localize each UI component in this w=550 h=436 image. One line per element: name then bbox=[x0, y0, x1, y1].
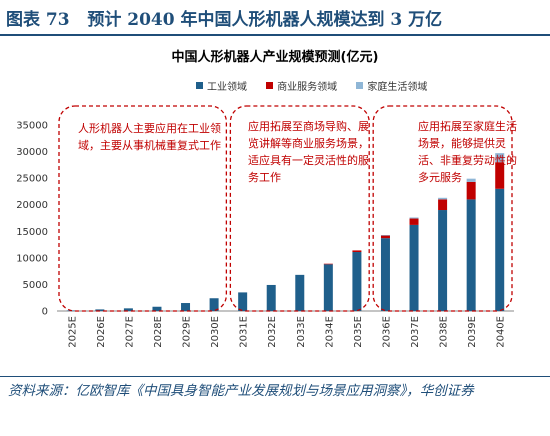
x-tick-label: 2028E bbox=[153, 316, 164, 348]
figure-title: 预计 2040 年中国人形机器人规模达到 3 万亿 bbox=[87, 10, 443, 30]
bar-segment bbox=[495, 153, 505, 163]
source-note: 资料来源：亿欧智库《中国具身智能产业发展规划与场景应用洞察》，华创证券 bbox=[8, 383, 474, 399]
y-tick-label: 20000 bbox=[16, 200, 48, 211]
bar-segment bbox=[409, 218, 419, 225]
bar-segment bbox=[495, 188, 505, 311]
x-tick-label: 2037E bbox=[410, 316, 421, 348]
bar-segment bbox=[238, 292, 248, 311]
x-tick-label: 2034E bbox=[324, 316, 335, 348]
x-tick-label: 2027E bbox=[124, 316, 135, 348]
x-tick-label: 2039E bbox=[467, 316, 478, 348]
bar-segment bbox=[323, 264, 333, 311]
x-tick-label: 2033E bbox=[296, 316, 307, 348]
legend-item-household: 家庭生活领域 bbox=[356, 78, 427, 93]
bar-segment bbox=[323, 263, 333, 265]
x-tick-label: 2025E bbox=[67, 316, 78, 348]
bar-segment bbox=[95, 309, 105, 311]
x-tick-label: 2029E bbox=[182, 316, 193, 348]
annotation-box bbox=[58, 105, 228, 312]
y-tick-label: 35000 bbox=[16, 121, 48, 132]
bar-segment bbox=[409, 224, 419, 311]
x-tick-label: 2032E bbox=[267, 316, 278, 348]
annotation-box bbox=[372, 105, 513, 312]
annotation-box bbox=[229, 105, 370, 312]
x-tick-label: 2040E bbox=[496, 316, 507, 348]
x-tick-label: 2038E bbox=[439, 316, 450, 348]
bar-segment bbox=[438, 210, 448, 311]
x-tick-label: 2026E bbox=[96, 316, 107, 348]
bar-segment bbox=[438, 197, 448, 200]
bar-segment bbox=[466, 181, 476, 200]
legend-swatch bbox=[356, 82, 364, 89]
y-tick-label: 0 bbox=[42, 307, 48, 318]
figure-number: 图表 73 bbox=[6, 10, 70, 30]
annotation-text: 人形机器人主要应用在工业领域，主要从事机械重复式工作 bbox=[78, 122, 221, 152]
legend-label: 家庭生活领域 bbox=[367, 82, 428, 93]
bar-segment bbox=[209, 298, 219, 311]
y-tick-label: 10000 bbox=[16, 253, 48, 264]
source-divider bbox=[0, 376, 550, 377]
bar-segment bbox=[352, 252, 362, 311]
bar-segment bbox=[380, 235, 390, 239]
bar-segment bbox=[466, 199, 476, 311]
bar-segment bbox=[181, 303, 191, 311]
bar-segment bbox=[409, 217, 419, 219]
y-tick-label: 25000 bbox=[16, 174, 48, 185]
figure-header: 图表 73 预计 2040 年中国人形机器人规模达到 3 万亿 bbox=[0, 0, 550, 36]
y-tick-label: 5000 bbox=[23, 280, 48, 291]
bar-segment bbox=[466, 178, 476, 182]
bar-segment bbox=[352, 250, 362, 253]
bar-segment bbox=[438, 199, 448, 211]
legend-label: 工业领域 bbox=[207, 82, 247, 93]
bar-segment bbox=[123, 308, 133, 311]
x-tick-label: 2031E bbox=[239, 316, 250, 348]
bar-chart: 0 5000 10000 15000 20000 25000 30000 35000 2025E… bbox=[16, 105, 514, 348]
x-tick-label: 2030E bbox=[210, 316, 221, 348]
y-tick-label: 15000 bbox=[16, 227, 48, 238]
bar-segment bbox=[380, 235, 390, 236]
bar-segment bbox=[380, 238, 390, 311]
y-tick-label: 30000 bbox=[16, 147, 48, 158]
bar-segment bbox=[495, 162, 505, 189]
bar-segment bbox=[152, 306, 162, 311]
legend-item-commercial: 商业服务领域 bbox=[266, 78, 337, 93]
x-tick-label: 2036E bbox=[381, 316, 392, 348]
legend-item-industrial: 工业领域 bbox=[196, 78, 247, 93]
legend-swatch bbox=[266, 82, 274, 89]
annotation-text: 应用拓展至家庭生活场景，能够提供灵活、非重复劳动性的多元服务 bbox=[418, 120, 517, 184]
bar-segment bbox=[266, 284, 276, 311]
annotation-text: 应用拓展至商场导购、展览讲解等商业服务场景，适应具有一定灵活性的服务工作 bbox=[248, 120, 369, 184]
figure-header-title: 图表 73 预计 2040 年中国人形机器人规模达到 3 万亿 bbox=[6, 5, 442, 30]
legend-label: 商业服务领域 bbox=[277, 82, 338, 93]
chart-title: 中国人形机器人产业规模预测(亿元) bbox=[171, 50, 379, 65]
bar-segment bbox=[295, 274, 305, 311]
legend-swatch bbox=[196, 82, 203, 89]
x-tick-label: 2035E bbox=[353, 316, 364, 348]
chart-legend: 工业领域 商业服务领域 家庭生活领域 bbox=[196, 78, 443, 93]
